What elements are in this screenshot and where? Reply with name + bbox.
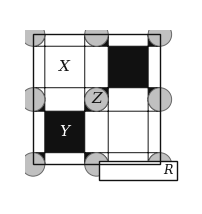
Polygon shape bbox=[97, 34, 160, 100]
Circle shape bbox=[85, 88, 108, 111]
Text: R: R bbox=[163, 164, 172, 177]
Circle shape bbox=[21, 23, 45, 46]
Circle shape bbox=[21, 153, 45, 176]
Bar bbox=[99, 161, 177, 180]
Text: Y: Y bbox=[60, 125, 70, 139]
Circle shape bbox=[21, 88, 45, 111]
Polygon shape bbox=[33, 34, 97, 100]
Text: Z: Z bbox=[91, 92, 102, 106]
Circle shape bbox=[148, 153, 172, 176]
Text: X: X bbox=[59, 60, 70, 74]
Polygon shape bbox=[33, 100, 97, 164]
Circle shape bbox=[85, 23, 108, 46]
Circle shape bbox=[148, 23, 172, 46]
Polygon shape bbox=[97, 100, 160, 164]
Circle shape bbox=[148, 88, 172, 111]
Bar bbox=[33, 34, 160, 164]
Circle shape bbox=[85, 153, 108, 176]
